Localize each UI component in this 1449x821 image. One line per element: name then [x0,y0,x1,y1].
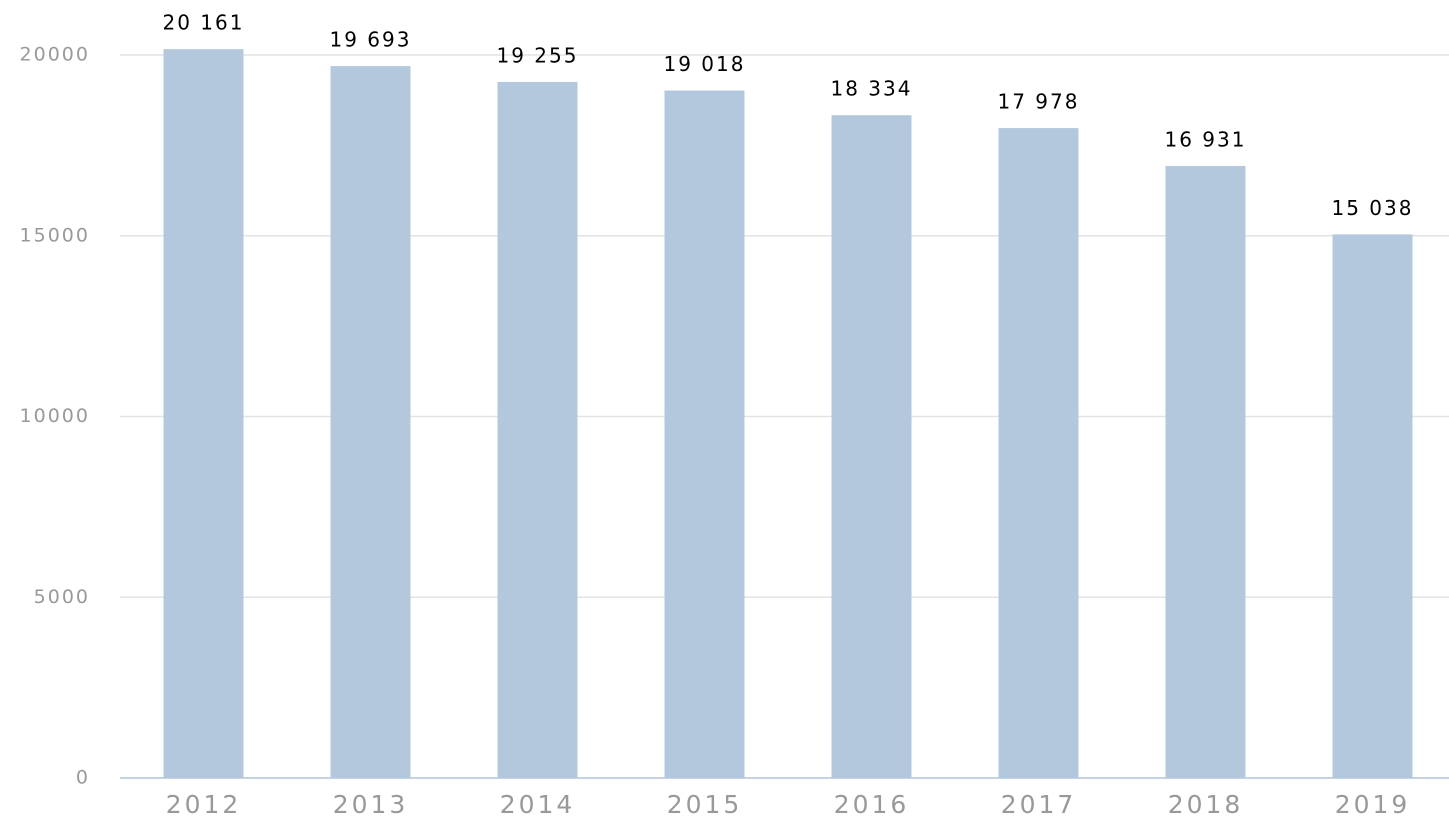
x-tick-label: 2019 [1335,790,1411,819]
bar [497,81,578,778]
bar [1165,165,1246,779]
x-tick-label: 2017 [1001,790,1077,819]
bar [831,115,912,779]
y-tick-label: 20000 [20,44,90,66]
value-label: 19 693 [330,28,412,52]
bar [998,128,1079,778]
x-tick-label: 2018 [1168,790,1244,819]
value-label: 16 931 [1165,127,1247,151]
bar [1332,234,1413,779]
value-label: 19 018 [664,52,746,76]
y-tick-label: 5000 [34,586,90,608]
x-tick-label: 2015 [667,790,743,819]
x-tick-label: 2013 [333,790,409,819]
y-tick-label: 15000 [20,224,90,246]
value-label: 18 334 [831,77,913,101]
value-label: 20 161 [163,11,245,35]
y-tick-label: 0 [76,767,90,789]
bar [163,49,244,778]
value-label: 17 978 [998,90,1080,114]
y-tick-label: 10000 [20,405,90,427]
bar [664,90,745,779]
x-tick-label: 2014 [500,790,576,819]
x-tick-label: 2012 [166,790,242,819]
x-tick-label: 2016 [834,790,910,819]
value-label: 19 255 [497,43,579,67]
value-label: 15 038 [1332,196,1414,220]
bar [330,66,411,779]
